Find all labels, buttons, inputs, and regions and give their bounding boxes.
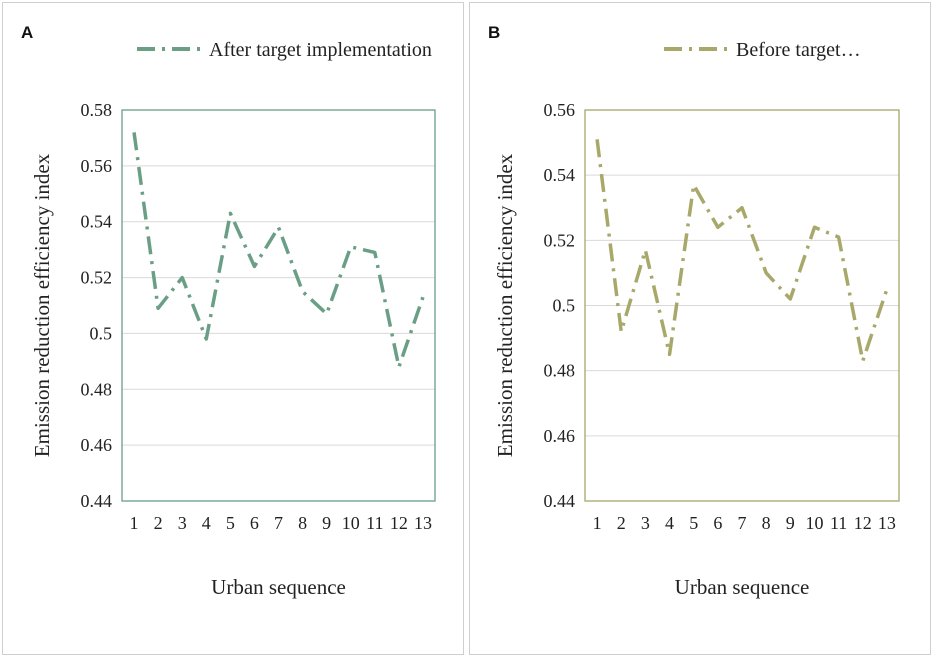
data-point	[716, 225, 720, 229]
y-tick-label: 0.46	[81, 435, 113, 455]
y-tick-label: 0.52	[544, 230, 576, 250]
x-tick-label: 6	[713, 513, 722, 533]
chart-panel-a: A 0.58 0.56 0.54 0.52 0.5 0.48 0.46 0.44 1 2 3 4 5 6 7…	[2, 2, 464, 655]
data-point	[885, 287, 889, 291]
x-tick-label: 8	[762, 513, 771, 533]
legend-label: Before target…	[736, 39, 861, 61]
y-tick-label: 0.52	[81, 268, 113, 288]
data-point	[764, 271, 768, 275]
data-point	[619, 330, 623, 334]
x-tick-label: 7	[274, 513, 283, 533]
x-tick-label: 13	[878, 513, 896, 533]
y-tick-label: 0.44	[81, 491, 113, 511]
data-point	[595, 137, 599, 141]
legend-label: After target implementation	[209, 39, 432, 61]
y-tick-label: 0.56	[544, 100, 576, 120]
data-point	[228, 211, 232, 215]
data-point	[668, 352, 672, 356]
x-tick-label: 12	[390, 513, 408, 533]
x-tick-label: 10	[805, 513, 823, 533]
y-tick-label: 0.58	[81, 100, 113, 120]
x-tick-label: 9	[322, 513, 331, 533]
data-point	[421, 295, 425, 299]
y-tick-label: 0.48	[81, 379, 113, 399]
data-point	[861, 359, 865, 363]
data-point	[325, 312, 329, 316]
data-point	[277, 225, 281, 229]
x-tick-label: 13	[414, 513, 432, 533]
y-tick-label: 0.48	[544, 361, 576, 381]
series-line	[132, 132, 425, 369]
y-tick-label: 0.44	[544, 491, 576, 511]
chart-b: 0.560.540.520.50.480.460.441 2 3 4 5 6 7 8 9 10 11…	[493, 39, 900, 599]
data-point	[132, 130, 136, 134]
x-tick-label: 4	[202, 513, 211, 533]
x-tick-label: 2	[154, 513, 163, 533]
plot-area-border	[121, 109, 436, 502]
data-point	[180, 276, 184, 280]
x-tick-label: 2	[617, 513, 626, 533]
y-tick-label: 0.56	[81, 156, 113, 176]
x-tick-label: 7	[738, 513, 747, 533]
panel-label: A	[21, 23, 34, 42]
y-tick-label: 0.5	[553, 296, 576, 316]
y-tick-label: 0.54	[544, 165, 576, 185]
x-tick-label: 5	[226, 513, 235, 533]
x-tick-label: 9	[786, 513, 795, 533]
data-point	[373, 250, 377, 254]
data-point	[788, 297, 792, 301]
x-tick-label: 8	[298, 513, 307, 533]
x-tick-label: 6	[250, 513, 259, 533]
y-tick-label: 0.5	[90, 323, 113, 343]
x-tick-label: 11	[830, 513, 847, 533]
data-point	[156, 306, 160, 310]
plot-area-border	[584, 109, 900, 502]
series-line	[595, 139, 889, 363]
y-tick-label: 0.54	[81, 212, 113, 232]
chart-a: 0.580.560.540.520.50.480.460.441 2 3 4 5 6 7 8 9…	[30, 39, 436, 599]
data-point	[692, 183, 696, 187]
x-tick-label: 4	[665, 513, 674, 533]
x-tick-label: 11	[366, 513, 383, 533]
x-tick-label: 3	[178, 513, 187, 533]
data-point	[397, 365, 401, 369]
x-axis-label: Urban sequence	[675, 575, 810, 599]
data-point	[301, 290, 305, 294]
x-tick-label: 12	[854, 513, 872, 533]
x-tick-label: 1	[593, 513, 602, 533]
x-tick-label: 3	[641, 513, 650, 533]
x-tick-label: 5	[689, 513, 698, 533]
chart-panel-b: B 0.56 0.54 0.52 0.5 0.48 0.46 0.44 1 2 3 4 5 6 7 8 9 10…	[469, 2, 931, 655]
data-point	[643, 248, 647, 252]
data-point	[740, 206, 744, 210]
data-point	[349, 245, 353, 249]
data-point	[837, 235, 841, 239]
y-axis-label: Emission reduction efficiency index	[493, 153, 517, 457]
x-tick-label: 1	[130, 513, 139, 533]
y-tick-label: 0.46	[544, 426, 576, 446]
data-point	[204, 337, 208, 341]
data-point	[252, 264, 256, 268]
x-tick-label: 10	[342, 513, 360, 533]
data-point	[812, 225, 816, 229]
y-axis-label: Emission reduction efficiency index	[30, 153, 54, 457]
x-axis-label: Urban sequence	[211, 575, 346, 599]
panel-label: B	[488, 23, 501, 42]
